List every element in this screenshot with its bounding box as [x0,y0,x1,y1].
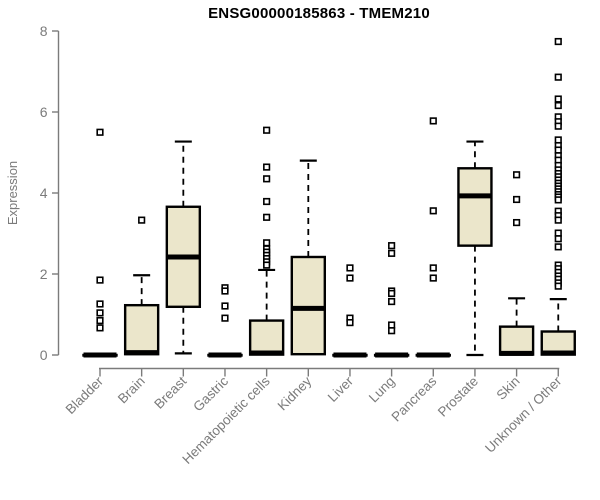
outlier-marker-lung [388,327,396,335]
x-axis-category-label: Unknown / Other [482,373,565,456]
outlier-marker-gastric [221,287,229,295]
outlier-marker-unknown-other [554,235,562,243]
outlier-marker-hematopoietic-cells [263,213,271,221]
x-axis-category-label: Lung [366,374,398,406]
outlier-marker-unknown-other [554,216,562,224]
box-hematopoietic-cells [248,319,285,356]
outlier-marker-unknown-other [554,101,562,110]
y-tick-label: 4 [40,185,48,201]
outlier-marker-hematopoietic-cells [263,163,271,171]
x-axis-category-label: Liver [325,373,357,405]
outlier-marker-bladder [96,316,104,325]
outlier-marker-liver [346,318,354,327]
outlier-marker-unknown-other [554,136,562,144]
outlier-marker-unknown-other [554,243,562,251]
outlier-marker-hematopoietic-cells [263,126,271,134]
y-tick-label: 8 [40,23,48,39]
box-skin [498,325,535,356]
x-axis-category-label: Skin [494,374,523,403]
outlier-marker-liver [346,274,354,282]
outlier-marker-liver [346,264,354,272]
box-prostate [457,167,493,247]
outlier-marker-pancreas [429,207,437,215]
outlier-marker-unknown-other [554,95,562,103]
outlier-marker-hematopoietic-cells [263,239,271,247]
y-tick-label: 2 [40,266,48,282]
outlier-marker-lung [388,242,396,250]
outlier-marker-unknown-other [554,146,562,154]
outlier-marker-pancreas [429,274,437,282]
x-axis-category-label: Breast [151,373,189,411]
x-axis-category-label: Gastric [190,373,231,414]
outlier-marker-lung [388,249,396,257]
y-axis-label: Expression [5,161,20,225]
y-tick-label: 6 [40,104,48,120]
box-brain [123,303,160,356]
outlier-marker-hematopoietic-cells [263,261,271,269]
outlier-marker-hematopoietic-cells [263,175,271,183]
outlier-marker-pancreas [429,117,437,125]
y-tick-label: 0 [40,347,48,363]
outlier-marker-bladder [96,300,104,308]
outlier-marker-bladder [96,128,104,136]
outlier-marker-skin [512,195,521,204]
x-axis-category-label: Kidney [275,373,315,413]
outlier-marker-gastric [221,302,229,310]
outlier-marker-brain [138,216,146,224]
outlier-marker-hematopoietic-cells [263,197,271,206]
outlier-marker-unknown-other [554,73,562,81]
chart-title: ENSG00000185863 - TMEM210 [208,5,430,22]
outlier-marker-unknown-other [554,282,562,290]
outlier-marker-lung [388,297,396,306]
outlier-marker-unknown-other [554,196,562,204]
outlier-marker-lung [388,289,396,298]
outlier-marker-skin [512,171,521,179]
box-kidney [290,255,326,356]
outlier-marker-bladder [96,309,104,317]
x-axis-category-label: Brain [115,374,148,407]
outlier-marker-unknown-other [554,37,562,46]
outlier-marker-gastric [221,314,229,322]
x-axis-category-label: Bladder [63,373,107,417]
outlier-marker-unknown-other [554,122,562,130]
outlier-marker-unknown-other [554,229,562,237]
x-axis-category-label: Pancreas [388,373,439,424]
outlier-marker-pancreas [429,264,437,272]
outlier-marker-bladder [96,276,104,284]
outlier-marker-skin [512,218,521,227]
outlier-marker-bladder [96,324,104,332]
outlier-marker-lung [388,321,396,329]
x-axis-category-label: Prostate [435,374,481,420]
